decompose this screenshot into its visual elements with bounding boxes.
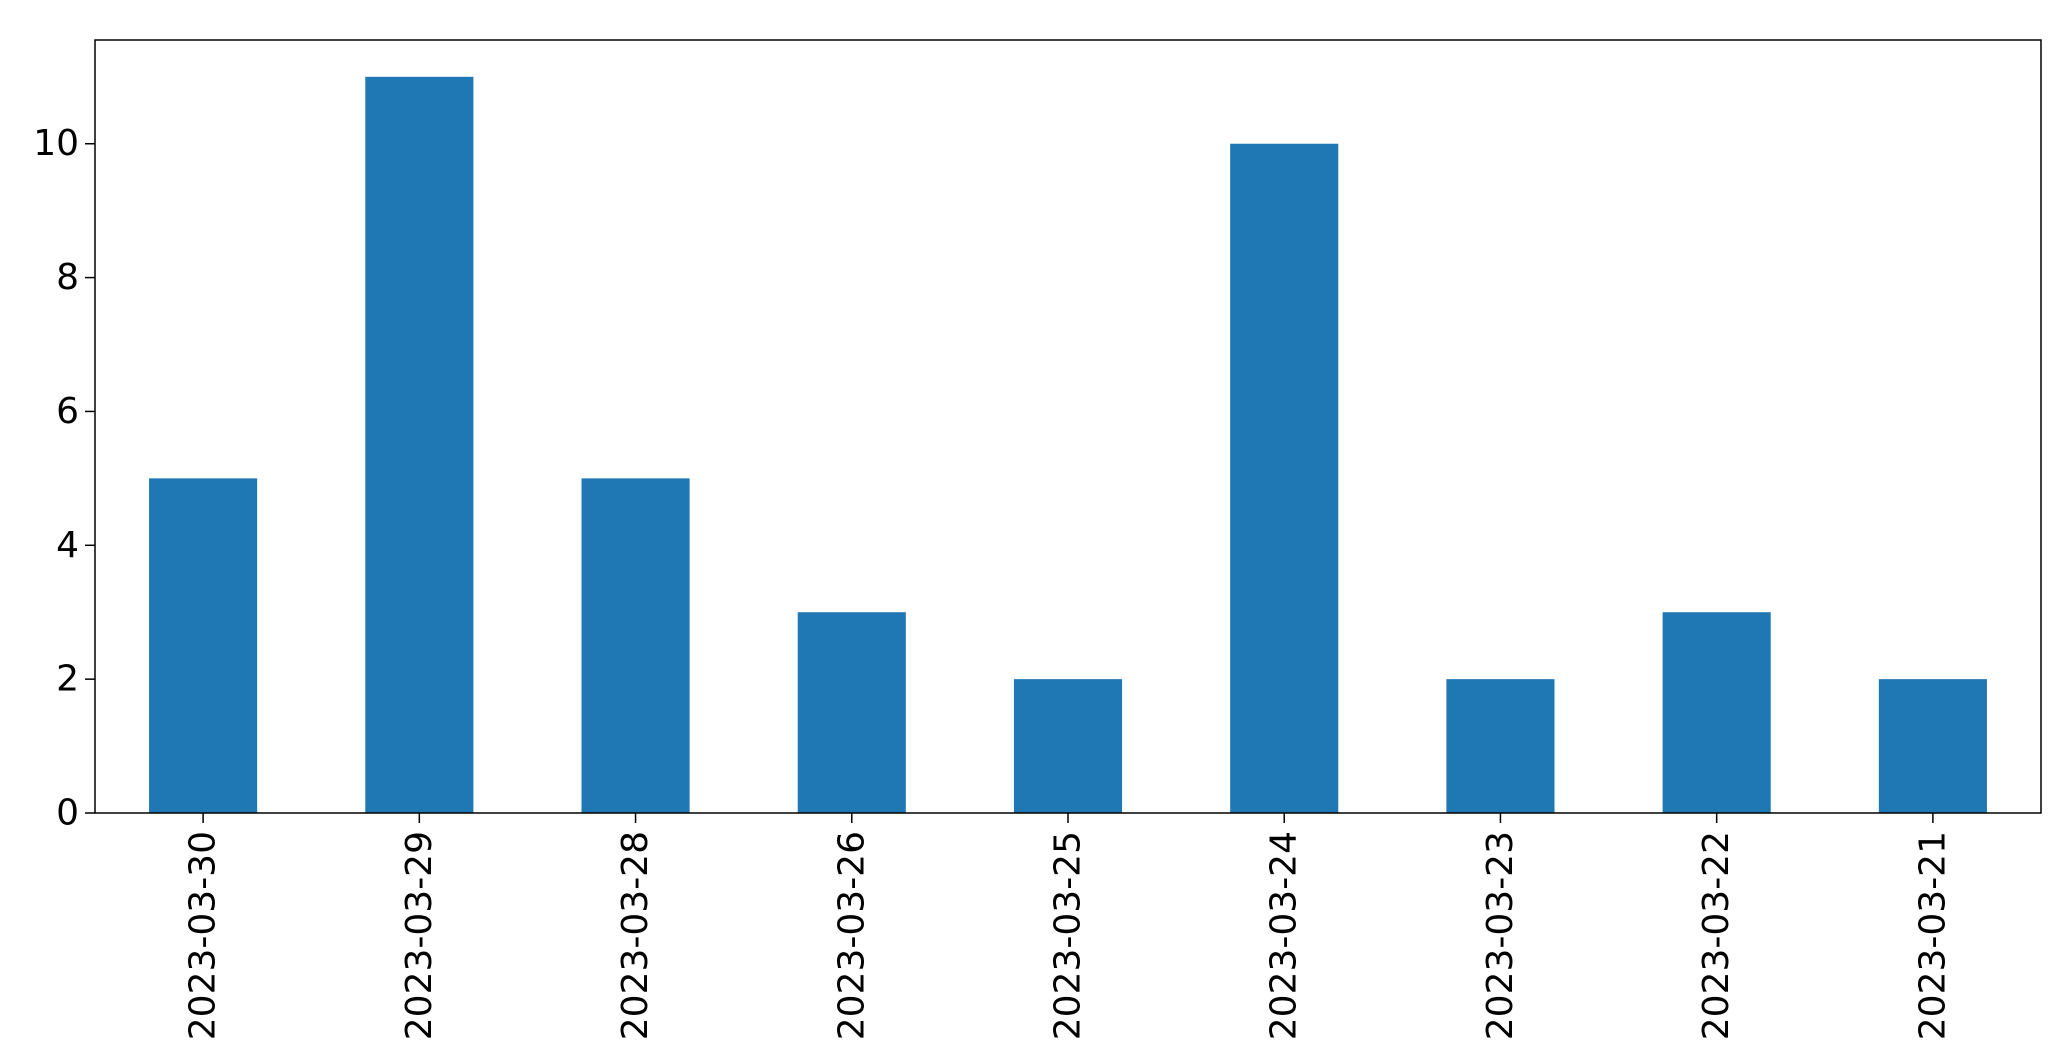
bar-2023-03-28 [581,478,690,813]
bar-2023-03-21 [1878,679,1987,813]
y-tick-label: 4 [56,525,79,566]
bar-2023-03-23 [1446,679,1555,813]
x-tick-label: 2023-03-24 [1264,831,1305,1040]
x-tick-label: 2023-03-21 [1912,831,1953,1040]
x-tick-label: 2023-03-22 [1696,831,1737,1040]
x-tick-label: 2023-03-29 [399,831,440,1040]
x-tick-label: 2023-03-28 [615,831,656,1040]
bars-group [149,76,1987,814]
x-tick-label: 2023-03-25 [1048,831,1089,1040]
bar-2023-03-22 [1662,612,1771,813]
bar-2023-03-30 [149,478,258,813]
y-tick-label: 8 [56,257,79,298]
y-tick-label: 6 [56,391,79,432]
x-tick-label: 2023-03-26 [831,831,872,1040]
plot-frame [94,39,2042,814]
bar-2023-03-24 [1230,143,1339,813]
y-tick-label: 10 [33,123,79,164]
y-axis: 0 2 4 6 8 10 [33,123,95,834]
x-tick-label: 2023-03-30 [183,831,224,1040]
y-tick-label: 2 [56,659,79,700]
x-axis: 2023-03-30 2023-03-29 2023-03-28 2023-03-26… [183,813,1953,1040]
y-tick-label: 0 [56,793,79,834]
bar-2023-03-29 [365,76,474,814]
bar-2023-03-25 [1013,679,1123,813]
x-tick-label: 2023-03-23 [1480,831,1521,1040]
bar-2023-03-26 [797,612,906,813]
